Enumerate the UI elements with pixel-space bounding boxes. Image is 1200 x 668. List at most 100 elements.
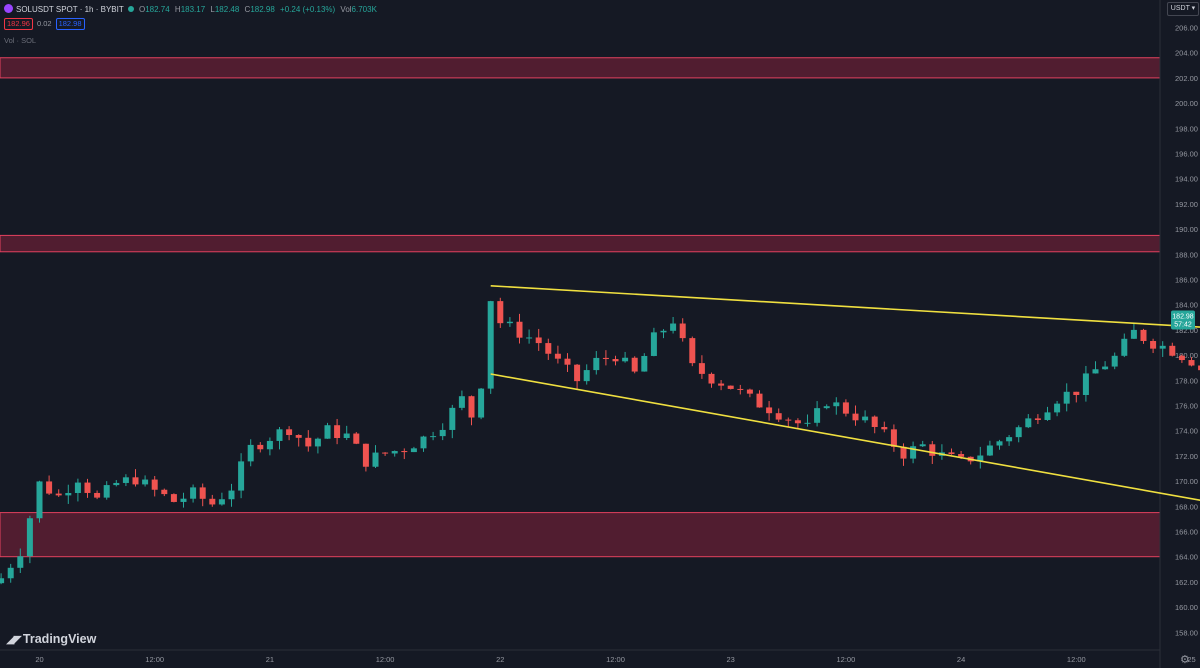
candle-body — [161, 489, 168, 495]
candle-body — [871, 416, 878, 427]
candle-body — [84, 482, 91, 493]
price-tick-label: 180.00 — [1175, 351, 1198, 360]
ohlc-close-value: 182.98 — [250, 5, 275, 14]
candle-body — [660, 330, 667, 333]
candle-body — [103, 485, 110, 498]
candle-body — [737, 388, 744, 390]
time-tick-label: 12:00 — [1067, 655, 1086, 664]
candle-body — [228, 490, 235, 500]
candle-body — [238, 461, 245, 491]
ohlc-low-key: L — [210, 5, 215, 14]
candle-body — [199, 487, 206, 499]
candle-body — [1130, 329, 1137, 339]
trendline[interactable] — [490, 373, 1200, 610]
candle-body — [1169, 345, 1176, 356]
candle-body — [401, 451, 408, 453]
candle-body — [679, 323, 686, 339]
candle-body — [794, 420, 801, 424]
time-tick-label: 24 — [957, 655, 965, 664]
candle-body — [257, 444, 264, 450]
settings-gear-icon[interactable]: ⚙ — [1180, 654, 1190, 666]
candle-body — [977, 455, 984, 462]
candle-body — [890, 429, 897, 447]
watermark-text: TradingView — [22, 632, 97, 646]
candle-body — [516, 321, 523, 338]
symbol-title[interactable]: SOLUSDT SPOT · 1h · BYBIT — [16, 5, 124, 14]
candle-body — [804, 422, 811, 424]
candle-body — [746, 389, 753, 394]
candle-body — [458, 396, 465, 408]
candle-body — [151, 479, 158, 490]
price-tick-label: 192.00 — [1175, 200, 1198, 209]
candle-body — [478, 388, 485, 418]
currency-button[interactable]: USDT ▾ — [1167, 2, 1199, 16]
resistance-support-zone[interactable] — [0, 512, 1161, 558]
candle-body — [0, 578, 5, 584]
last-price-value: 182.98 — [1172, 314, 1194, 321]
resistance-support-zone[interactable] — [0, 234, 1161, 253]
candle-body — [17, 556, 24, 568]
candle-body — [46, 481, 53, 494]
candle-body — [266, 440, 273, 450]
volume-indicator-label[interactable]: Vol · SOL — [4, 36, 37, 45]
price-tick-label: 158.00 — [1175, 628, 1198, 637]
candle-body — [391, 451, 398, 454]
candle-body — [314, 438, 321, 447]
candle-body — [74, 482, 81, 494]
candle-body — [910, 446, 917, 459]
candle-body — [593, 357, 600, 371]
candle-body — [823, 406, 830, 409]
candle-body — [410, 448, 417, 453]
buy-price-button[interactable]: 182.98 — [55, 18, 85, 30]
resistance-support-zone[interactable] — [0, 57, 1161, 79]
price-tick-label: 206.00 — [1175, 24, 1198, 33]
ohlc-open-key: O — [138, 5, 146, 14]
candle-body — [631, 357, 638, 372]
time-tick-label: 21 — [266, 655, 274, 664]
candle-body — [814, 408, 821, 423]
candle-body — [1034, 418, 1041, 420]
candle-body — [958, 454, 965, 457]
ohlc-high-value: 183.17 — [180, 5, 206, 14]
time-tick-label: 12:00 — [376, 655, 395, 664]
ohlc-low-value: 182.48 — [214, 5, 240, 14]
price-tick-label: 196.00 — [1175, 150, 1198, 159]
candle-body — [468, 396, 475, 418]
tradingview-logo-icon: ◢◤ — [6, 634, 22, 646]
candle-body — [430, 436, 437, 438]
candle-body — [1044, 412, 1051, 420]
price-tick-label: 198.00 — [1175, 124, 1198, 133]
solana-icon — [4, 4, 13, 13]
candle-body — [641, 355, 648, 372]
candle-body — [929, 444, 936, 456]
candle-body — [564, 358, 571, 365]
candle-body — [449, 407, 456, 430]
price-change: +0.24 (+0.13%) — [280, 5, 336, 14]
sell-price-button[interactable]: 182.96 — [4, 18, 33, 30]
candle-body — [218, 499, 225, 505]
price-tick-label: 178.00 — [1175, 376, 1198, 385]
candle-body — [650, 332, 657, 356]
price-tick-label: 172.00 — [1175, 452, 1198, 461]
price-tick-label: 202.00 — [1175, 74, 1198, 83]
time-tick-label: 22 — [496, 655, 504, 664]
candle-body — [1082, 373, 1089, 395]
candle-body — [26, 518, 33, 557]
candle-body — [132, 477, 139, 485]
candle-body — [535, 337, 542, 344]
candle-body — [1198, 365, 1200, 371]
candle-body — [1111, 355, 1118, 367]
candle-body — [545, 343, 552, 354]
price-tick-label: 186.00 — [1175, 276, 1198, 285]
candle-body — [372, 452, 379, 467]
candle-body — [1188, 360, 1195, 366]
candle-body — [362, 443, 369, 467]
candle-body — [708, 373, 715, 384]
ohlc-close-key: C — [244, 5, 251, 14]
candle-body — [276, 429, 283, 441]
candle-body — [996, 441, 1003, 446]
time-tick-label: 20 — [35, 655, 43, 664]
candle-body — [852, 413, 859, 421]
